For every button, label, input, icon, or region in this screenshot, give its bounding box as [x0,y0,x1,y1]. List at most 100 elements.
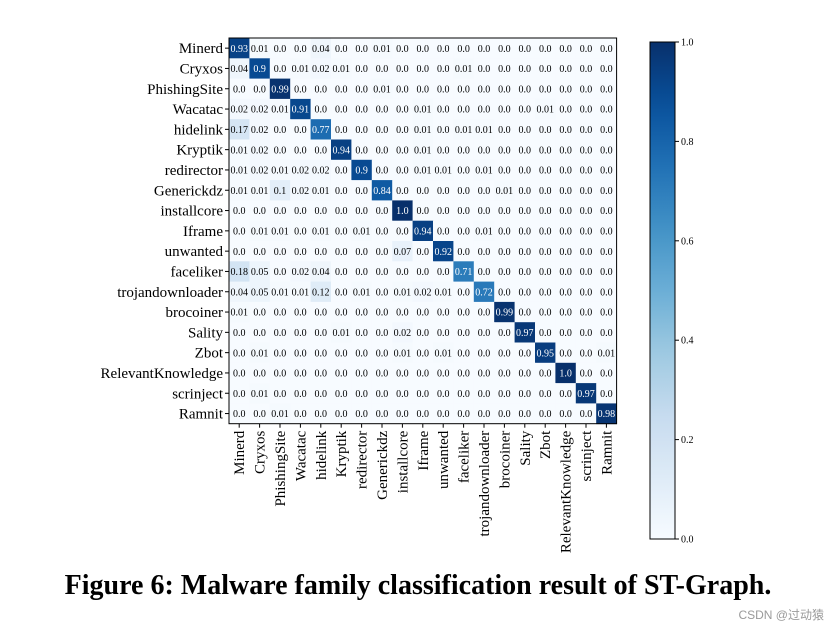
heatmap-cell [351,342,373,364]
cell-value-label: 0.0 [600,64,613,75]
heatmap-cell [290,241,311,262]
cell-value-label: 0.0 [498,369,511,380]
heatmap-cell [331,58,352,79]
heatmap-cell [249,200,271,222]
cell-value-label: 0.0 [498,84,511,95]
cell-value-label: 0.0 [519,308,532,319]
cell-value-label: 0.0 [355,125,368,136]
heatmap-cell [249,301,271,323]
heatmap-cell [290,383,311,404]
cell-value-label: 0.01 [414,166,432,177]
heatmap-cell [433,180,454,201]
heatmap-cell [249,383,271,404]
cell-value-label: 0.0 [498,247,511,258]
cell-value-label: 0.0 [539,389,552,400]
heatmap-cell [269,362,291,384]
heatmap-cell [453,241,475,262]
heatmap-cell [596,281,617,303]
heatmap-cell [310,241,332,262]
heatmap-cell [575,301,597,323]
cell-value-label: 0.0 [396,125,409,136]
cell-value-label: 0.0 [498,389,511,400]
cell-value-label: 0.0 [335,44,348,55]
heatmap-cell [555,403,577,425]
cell-value-label: 0.0 [580,226,593,237]
heatmap-cell [351,78,373,100]
heatmap-cell [351,220,373,242]
heatmap-cell [269,301,291,323]
heatmap-cell [433,241,454,262]
heatmap-cell [433,342,454,364]
cell-value-label: 0.02 [312,64,330,75]
cell-value-label: 0.91 [292,105,310,116]
heatmap-cell [433,383,454,404]
cell-value-label: 0.0 [519,105,532,116]
heatmap-cell [269,98,291,120]
heatmap-cell [433,220,454,242]
heatmap-cell [514,342,536,364]
cell-value-label: 0.0 [294,44,307,55]
heatmap-cell [269,200,291,222]
cell-value-label: 0.0 [559,145,572,156]
heatmap-cell [473,200,495,222]
cell-value-label: 0.0 [457,105,470,116]
cell-value-label: 1.0 [396,206,409,217]
cell-value-label: 0.0 [559,44,572,55]
cell-value-label: 0.02 [292,166,310,177]
heatmap-cell [351,159,373,181]
cell-value-label: 0.0 [274,44,287,55]
cell-value-label: 0.0 [233,369,246,380]
heatmap-cell [473,159,495,181]
heatmap-cell [575,119,597,140]
heatmap-cell [392,139,413,161]
heatmap-cell [310,58,332,79]
heatmap-cell [392,322,413,343]
heatmap-cell [229,241,250,262]
heatmap-cell [473,403,495,425]
cell-value-label: 0.0 [559,348,572,359]
heatmap-cell [596,58,617,79]
heatmap-cell [596,322,617,343]
heatmap-cell [575,362,597,384]
heatmap-cell [575,383,597,404]
cell-value-label: 0.0 [478,186,491,197]
cell-value-label: 0.0 [396,226,409,237]
cell-value-label: 0.0 [437,206,450,217]
heatmap-cell [310,301,332,323]
heatmap-cell [412,180,434,201]
watermark: CSDN @过动猿 [738,608,824,622]
heatmap-cell [514,362,536,384]
heatmap-cell [412,342,434,364]
cell-value-label: 0.02 [292,267,310,278]
cell-value-label: 0.93 [230,44,248,55]
heatmap-cell [249,342,271,364]
heatmap-cell [351,362,373,384]
cell-value-label: 0.0 [315,145,328,156]
x-tick-label: Minerd [232,430,248,475]
cell-value-label: 0.0 [315,84,328,95]
heatmap-cell [514,220,536,242]
cell-value-label: 0.0 [600,84,613,95]
heatmap-cell [535,119,556,140]
cell-value-label: 0.0 [417,84,430,95]
cell-value-label: 0.0 [437,105,450,116]
heatmap-cell [392,98,413,120]
cell-value-label: 0.0 [417,389,430,400]
heatmap-cell [433,322,454,343]
heatmap-cell [535,139,556,161]
cell-value-label: 0.01 [230,308,248,319]
heatmap-cell [331,241,352,262]
x-tick-label: unwanted [436,430,452,489]
heatmap-cell [433,139,454,161]
heatmap-cell [290,200,311,222]
heatmap-cell [331,362,352,384]
heatmap-cell [494,220,515,242]
heatmap-cell [331,322,352,343]
heatmap-cell [494,180,515,201]
heatmap-cell [229,139,250,161]
y-tick-label: Iframe [183,224,223,240]
heatmap-cell [473,261,495,282]
cell-value-label: 0.0 [559,328,572,339]
heatmap-cell [473,180,495,201]
heatmap-cell [473,342,495,364]
